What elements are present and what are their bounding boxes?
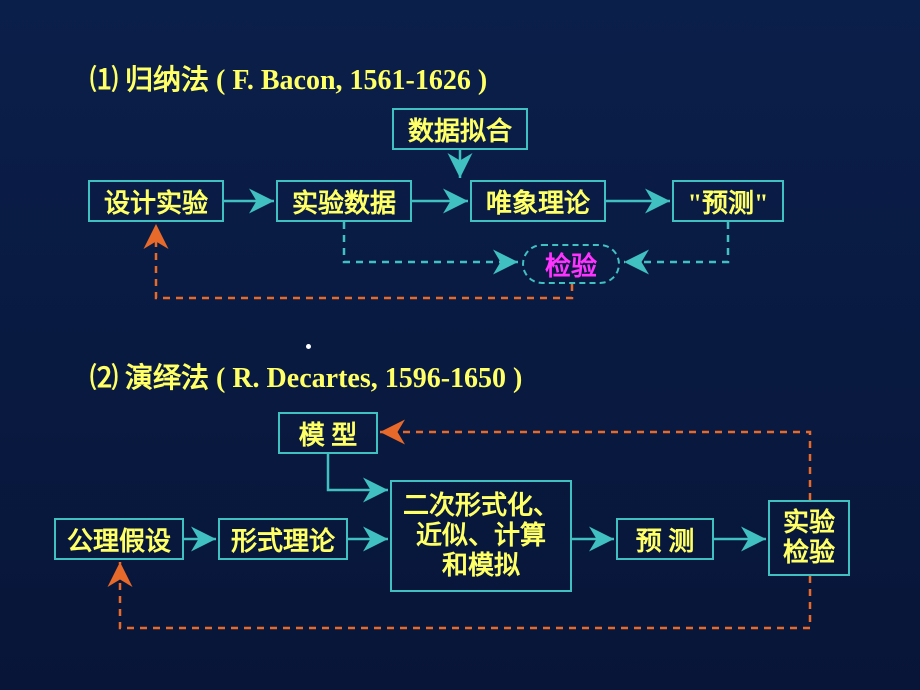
heading2-prefix: ⑵ 演绎法 — [90, 363, 216, 394]
heading1-latin: ( F. Bacon, 1561-1626 ) — [216, 65, 487, 96]
bullet-dot — [306, 344, 311, 349]
heading1-prefix: ⑴ 归纳法 — [90, 65, 216, 96]
node-axiom: 公理假设 — [54, 518, 184, 560]
node-prediction-2: 预 测 — [616, 518, 714, 560]
node-phenom-theory: 唯象理论 — [470, 180, 606, 222]
node-design-exp: 设计实验 — [88, 180, 224, 222]
section2-heading: ⑵ 演绎法 ( R. Decartes, 1596-1650 ) — [90, 356, 522, 396]
node-exp-data: 实验数据 — [276, 180, 412, 222]
node-model: 模 型 — [278, 412, 378, 454]
heading2-latin: ( R. Decartes, 1596-1650 ) — [216, 363, 522, 394]
node-prediction-1: "预测" — [672, 180, 784, 222]
node-formal-theory: 形式理论 — [218, 518, 348, 560]
node-exp-verify: 实验检验 — [768, 500, 850, 576]
section1-heading: ⑴ 归纳法 ( F. Bacon, 1561-1626 ) — [90, 58, 487, 98]
node-secondary: 二次形式化、近似、计算和模拟 — [390, 480, 572, 592]
node-data-fit: 数据拟合 — [392, 108, 528, 150]
node-verify: 检验 — [522, 244, 620, 284]
